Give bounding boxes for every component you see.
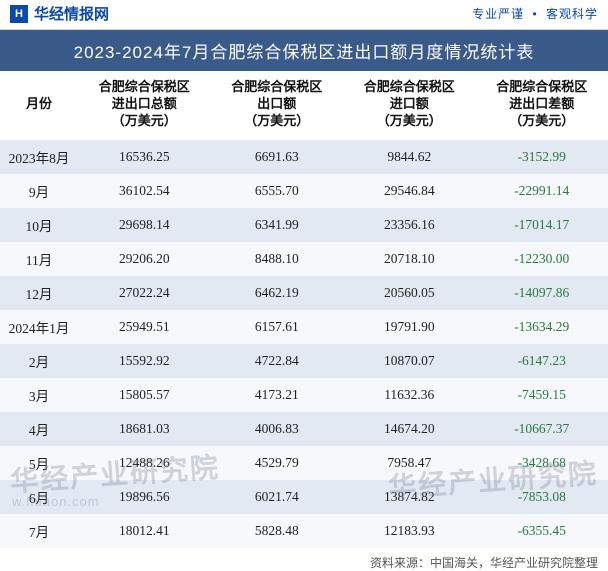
cell-month: 2024年1月	[0, 310, 78, 344]
cell-diff: -7459.15	[476, 378, 608, 412]
cell-diff: -6147.23	[476, 344, 608, 378]
table-head: 月份 合肥综合保税区进出口总额（万美元） 合肥综合保税区出口额（万美元） 合肥综…	[0, 71, 608, 140]
logo-icon: H	[10, 5, 28, 23]
source-line: 资料来源：中国海关，华经产业研究院整理	[0, 548, 608, 571]
cell-import_: 9844.62	[343, 140, 476, 174]
cell-import_: 14674.20	[343, 412, 476, 446]
table-row: 2月15592.924722.8410870.07-6147.23	[0, 344, 608, 378]
cell-month: 9月	[0, 174, 78, 208]
cell-total: 29698.14	[78, 208, 211, 242]
cell-diff: -7853.08	[476, 480, 608, 514]
col-month: 月份	[0, 71, 78, 140]
table-body: 2023年8月16536.256691.639844.62-3152.999月3…	[0, 140, 608, 548]
cell-total: 29206.20	[78, 242, 211, 276]
cell-import_: 20718.10	[343, 242, 476, 276]
cell-total: 36102.54	[78, 174, 211, 208]
table-row: 9月36102.546555.7029546.84-22991.14	[0, 174, 608, 208]
table-row: 2024年1月25949.516157.6119791.90-13634.29	[0, 310, 608, 344]
col-import: 合肥综合保税区进口额（万美元）	[343, 71, 476, 140]
cell-export: 6021.74	[211, 480, 344, 514]
cell-total: 27022.24	[78, 276, 211, 310]
table-row: 10月29698.146341.9923356.16-17014.17	[0, 208, 608, 242]
tagline-b: 客观科学	[546, 7, 598, 21]
cell-diff: -3428.68	[476, 446, 608, 480]
tagline: 专业严谨 • 客观科学	[472, 5, 598, 22]
cell-export: 4006.83	[211, 412, 344, 446]
cell-diff: -12230.00	[476, 242, 608, 276]
table-row: 2023年8月16536.256691.639844.62-3152.99	[0, 140, 608, 174]
brand-name: 华经情报网	[34, 3, 109, 24]
cell-total: 15805.57	[78, 378, 211, 412]
site-header: H 华经情报网 专业严谨 • 客观科学	[0, 0, 608, 30]
cell-diff: -17014.17	[476, 208, 608, 242]
cell-month: 4月	[0, 412, 78, 446]
table-row: 6月19896.566021.7413874.82-7853.08	[0, 480, 608, 514]
cell-import_: 10870.07	[343, 344, 476, 378]
cell-export: 5828.48	[211, 514, 344, 548]
tagline-a: 专业严谨	[472, 7, 524, 21]
brand: H 华经情报网	[10, 3, 109, 24]
cell-month: 7月	[0, 514, 78, 548]
cell-month: 3月	[0, 378, 78, 412]
cell-diff: -10667.37	[476, 412, 608, 446]
cell-month: 12月	[0, 276, 78, 310]
cell-export: 4722.84	[211, 344, 344, 378]
cell-import_: 29546.84	[343, 174, 476, 208]
cell-diff: -13634.29	[476, 310, 608, 344]
cell-diff: -3152.99	[476, 140, 608, 174]
cell-month: 2月	[0, 344, 78, 378]
table-row: 12月27022.246462.1920560.05-14097.86	[0, 276, 608, 310]
cell-month: 10月	[0, 208, 78, 242]
cell-total: 25949.51	[78, 310, 211, 344]
cell-export: 4173.21	[211, 378, 344, 412]
cell-month: 6月	[0, 480, 78, 514]
cell-month: 11月	[0, 242, 78, 276]
cell-diff: -6355.45	[476, 514, 608, 548]
cell-import_: 7958.47	[343, 446, 476, 480]
cell-diff: -14097.86	[476, 276, 608, 310]
cell-month: 5月	[0, 446, 78, 480]
table-row: 11月29206.208488.1020718.10-12230.00	[0, 242, 608, 276]
table-title: 2023-2024年7月合肥综合保税区进出口额月度情况统计表	[0, 30, 608, 71]
col-diff: 合肥综合保税区进出口差额（万美元）	[476, 71, 608, 140]
cell-export: 4529.79	[211, 446, 344, 480]
cell-import_: 13874.82	[343, 480, 476, 514]
header-row: 月份 合肥综合保税区进出口总额（万美元） 合肥综合保税区出口额（万美元） 合肥综…	[0, 71, 608, 140]
cell-diff: -22991.14	[476, 174, 608, 208]
cell-import_: 19791.90	[343, 310, 476, 344]
cell-total: 12488.26	[78, 446, 211, 480]
cell-export: 6462.19	[211, 276, 344, 310]
cell-total: 15592.92	[78, 344, 211, 378]
cell-total: 18012.41	[78, 514, 211, 548]
cell-export: 8488.10	[211, 242, 344, 276]
col-total: 合肥综合保税区进出口总额（万美元）	[78, 71, 211, 140]
cell-total: 16536.25	[78, 140, 211, 174]
cell-import_: 11632.36	[343, 378, 476, 412]
data-table: 月份 合肥综合保税区进出口总额（万美元） 合肥综合保税区出口额（万美元） 合肥综…	[0, 71, 608, 548]
tagline-dot-icon: •	[532, 7, 537, 21]
cell-total: 18681.03	[78, 412, 211, 446]
table-row: 5月12488.264529.797958.47-3428.68	[0, 446, 608, 480]
cell-total: 19896.56	[78, 480, 211, 514]
table-row: 3月15805.574173.2111632.36-7459.15	[0, 378, 608, 412]
table-row: 7月18012.415828.4812183.93-6355.45	[0, 514, 608, 548]
table-row: 4月18681.034006.8314674.20-10667.37	[0, 412, 608, 446]
cell-export: 6555.70	[211, 174, 344, 208]
cell-export: 6157.61	[211, 310, 344, 344]
cell-import_: 20560.05	[343, 276, 476, 310]
cell-import_: 12183.93	[343, 514, 476, 548]
cell-month: 2023年8月	[0, 140, 78, 174]
cell-export: 6691.63	[211, 140, 344, 174]
cell-export: 6341.99	[211, 208, 344, 242]
col-export: 合肥综合保税区出口额（万美元）	[211, 71, 344, 140]
cell-import_: 23356.16	[343, 208, 476, 242]
